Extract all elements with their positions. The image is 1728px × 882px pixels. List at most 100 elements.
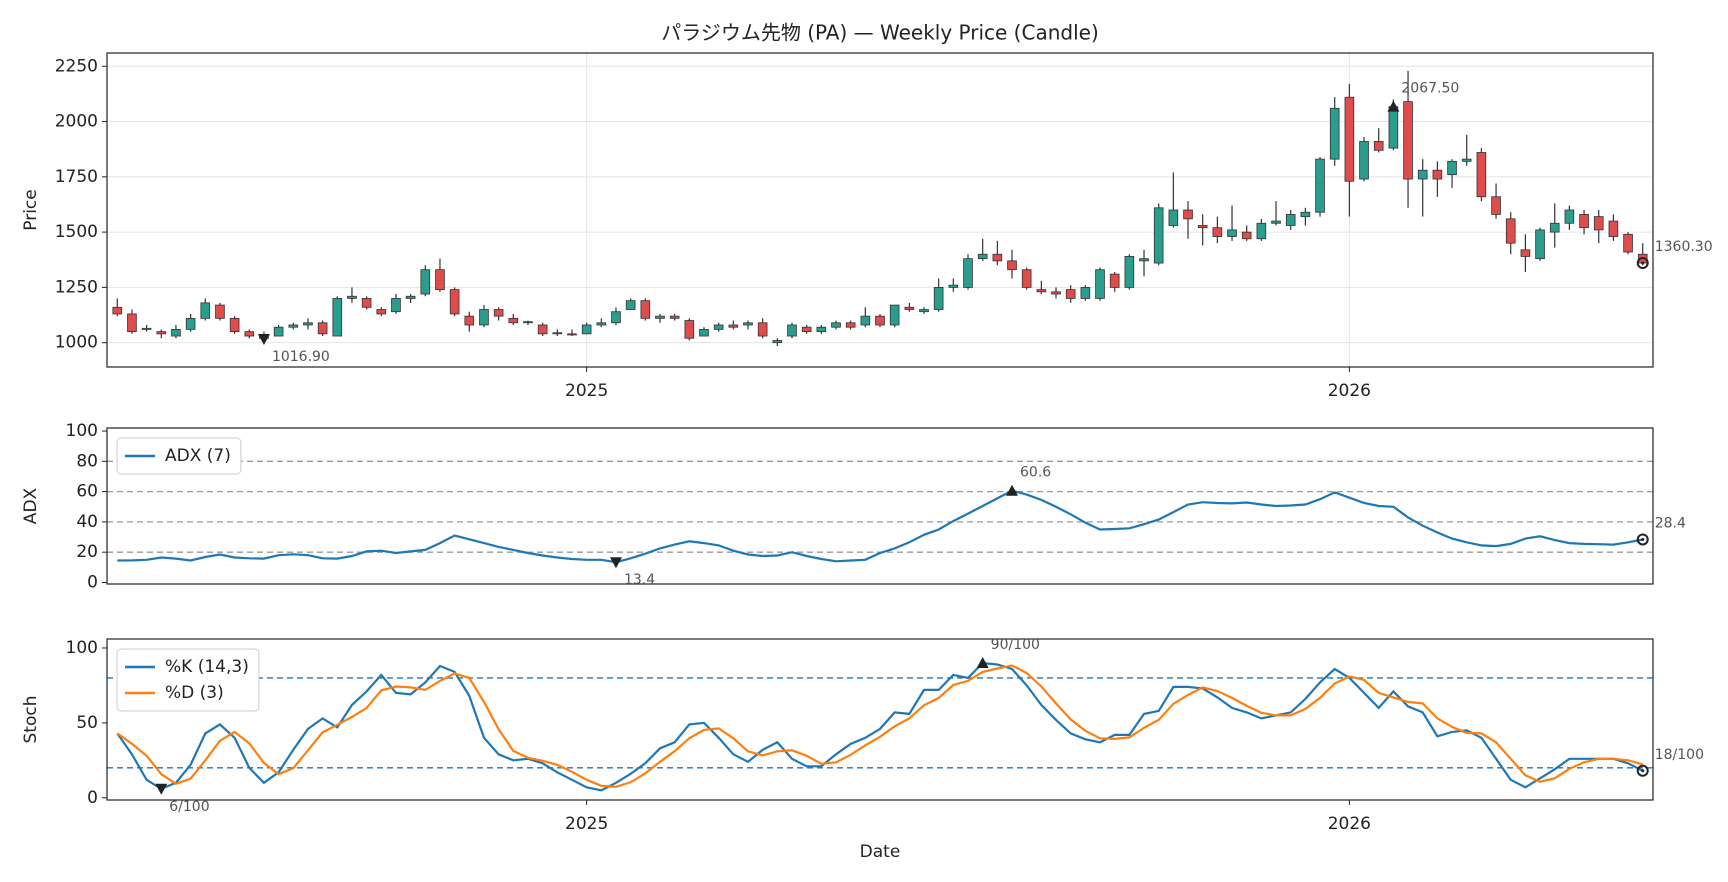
candle-body: [141, 327, 152, 330]
candle-body: [185, 317, 196, 330]
plot-frame: [106, 427, 1654, 585]
candle-body: [479, 309, 489, 326]
x-axis-label: Date: [860, 842, 901, 862]
candle-body: [963, 258, 973, 288]
candle-body: [772, 340, 783, 344]
candle-body: [523, 321, 533, 324]
candle-body: [1461, 158, 1472, 162]
candle-body: [1417, 169, 1428, 180]
marker: [1636, 533, 1649, 546]
plot-frame: [106, 638, 1654, 801]
candle-body: [347, 295, 357, 299]
candle-body: [1579, 214, 1589, 229]
candle-body: [948, 284, 959, 288]
x-tick-label: 2026: [1328, 381, 1371, 401]
chart-title: パラジウム先物 (PA) — Weekly Price (Candle): [661, 21, 1099, 45]
candle-body: [831, 322, 841, 328]
candle-body: [244, 331, 255, 337]
y-tick-label: 1750: [55, 167, 98, 187]
y-axis-label: Stoch: [21, 696, 41, 744]
candle-body: [1300, 211, 1311, 218]
candle-body: [1241, 231, 1252, 240]
candle-body: [787, 324, 797, 337]
candle-body: [435, 269, 445, 291]
candle-body: [1520, 249, 1531, 257]
candle-body: [1168, 209, 1179, 226]
candle-body: [1608, 220, 1619, 237]
candle-body: [464, 315, 475, 326]
marker: [155, 783, 168, 795]
y-tick-label: 60: [76, 482, 98, 502]
y-tick-label: 50: [76, 713, 98, 733]
annotation-label: 28.4: [1655, 515, 1686, 531]
annotation-label: 90/100: [991, 637, 1040, 653]
candle-body: [1007, 260, 1017, 271]
annotation-label: 60.6: [1020, 465, 1051, 481]
candle-body: [1036, 289, 1047, 293]
annotation-label: 13.4: [624, 572, 655, 588]
candle-body: [845, 322, 856, 328]
candle-body: [1065, 289, 1076, 299]
candle-body: [1535, 229, 1545, 260]
legend-label: %D (3): [165, 683, 224, 703]
marker: [609, 557, 622, 569]
candle-body: [112, 306, 123, 315]
y-tick-label: 1000: [55, 333, 98, 353]
candle-body: [552, 332, 563, 335]
candle-body: [405, 295, 416, 299]
line-series: [116, 664, 1643, 788]
legend-label: ADX (7): [165, 446, 231, 466]
marker-dot: [1641, 261, 1645, 265]
candle-body: [933, 286, 944, 310]
annotation-label: 2067.50: [1401, 81, 1459, 97]
y-tick-label: 100: [66, 638, 98, 658]
candle-body: [596, 322, 607, 326]
marker: [257, 333, 270, 345]
candle-body: [1183, 209, 1193, 220]
candle-body: [860, 315, 871, 326]
candle-body: [1256, 222, 1267, 240]
candle-body: [508, 317, 519, 324]
y-tick-label: 1500: [55, 222, 98, 242]
candle-body: [1153, 207, 1164, 264]
candle-body: [391, 298, 401, 313]
x-tick-label: 2025: [565, 381, 608, 401]
y-tick-label: 40: [76, 512, 98, 532]
candle-body: [1271, 220, 1281, 224]
legend-label: %K (14,3): [165, 657, 249, 677]
candle-body: [376, 309, 387, 315]
candle-body: [1080, 286, 1091, 299]
y-axis-label: Price: [21, 189, 41, 230]
candle-body: [757, 322, 768, 337]
candle-body: [655, 315, 665, 319]
candle-body: [1329, 107, 1340, 160]
y-tick-label: 80: [76, 451, 98, 471]
legend-box: [116, 648, 260, 712]
candle-body: [493, 309, 504, 317]
candle-body: [537, 324, 548, 335]
candle-body: [1623, 233, 1633, 253]
candle-body: [1051, 291, 1061, 295]
marker-dot: [1641, 537, 1645, 541]
y-tick-label: 20: [76, 542, 98, 562]
candle-body: [127, 313, 137, 333]
plot-frame: [106, 52, 1654, 368]
candle-body: [669, 315, 680, 319]
y-tick-label: 1250: [55, 277, 98, 297]
candle-body: [977, 253, 988, 260]
y-tick-label: 0: [87, 788, 98, 808]
candle-body: [156, 331, 167, 335]
candle-body: [992, 253, 1003, 262]
candle-body: [684, 320, 695, 339]
marker: [1006, 484, 1019, 496]
candle-body: [1476, 152, 1487, 198]
candle-body: [1212, 227, 1223, 237]
candle-body: [215, 304, 225, 319]
candle-body: [1549, 222, 1560, 233]
candle-body: [1403, 101, 1413, 180]
candle-body: [1285, 214, 1296, 226]
candle-body: [1432, 169, 1443, 180]
